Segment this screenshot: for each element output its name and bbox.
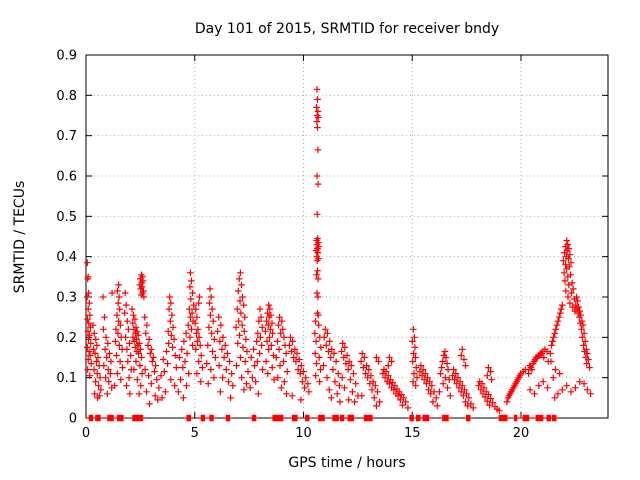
x-axis-label: GPS time / hours [288,455,406,471]
y-tick-label: 0.7 [56,129,77,144]
x-tick-label: 0 [82,426,90,441]
y-tick-label: 0.5 [56,210,77,225]
y-tick-label: 0.6 [56,170,77,185]
y-tick-label: 0.9 [56,49,77,64]
y-tick-label: 0.2 [56,331,77,346]
x-tick-label: 10 [295,426,312,441]
y-tick-label: 0.4 [56,250,77,265]
data-points [83,86,594,422]
x-tick-label: 5 [191,426,199,441]
y-tick-label: 0 [69,412,77,427]
y-tick-label: 0.8 [56,89,77,104]
chart-title: Day 101 of 2015, SRMTID for receiver bnd… [194,21,500,37]
y-tick-label: 0.3 [56,291,77,306]
x-tick-label: 20 [513,426,530,441]
y-tick-label: 0.1 [56,371,77,386]
x-tick-label: 15 [404,426,421,441]
